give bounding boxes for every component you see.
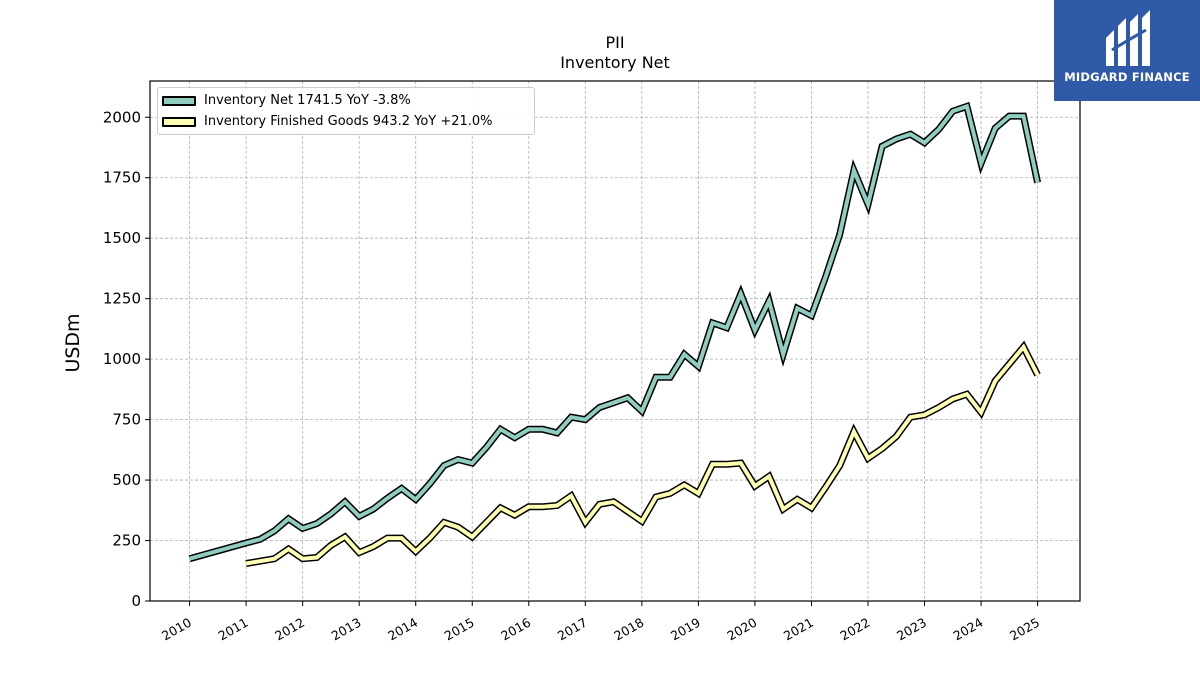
y-tick-label: 250 bbox=[112, 532, 141, 550]
legend: Inventory Net 1741.5 YoY -3.8% Inventory… bbox=[157, 87, 535, 135]
y-tick-label: 0 bbox=[131, 592, 141, 610]
legend-item-inventory-net: Inventory Net 1741.5 YoY -3.8% bbox=[158, 91, 536, 111]
legend-swatch-inventory-net bbox=[162, 96, 196, 106]
x-tick-label: 2018 bbox=[611, 615, 646, 644]
chart-subtitle: Inventory Net bbox=[560, 53, 670, 72]
chart-title: PII bbox=[605, 33, 625, 52]
series-layer bbox=[188, 101, 1042, 567]
y-tick-label: 1500 bbox=[103, 229, 141, 247]
y-tick-label: 500 bbox=[112, 471, 141, 489]
logo-mark-icon bbox=[1106, 10, 1150, 66]
y-tick-label: 2000 bbox=[103, 108, 141, 126]
plot-frame bbox=[149, 80, 1081, 602]
y-axis: 0 250 500 750 1000 1250 1500 1750 2000 bbox=[103, 108, 150, 610]
logo-text: MIDGARD FINANCE bbox=[1064, 70, 1190, 84]
series-outline-0 bbox=[188, 101, 1042, 563]
x-tick-label: 2013 bbox=[329, 615, 364, 644]
x-tick-label: 2019 bbox=[668, 615, 703, 644]
x-tick-label: 2020 bbox=[724, 615, 759, 644]
y-tick-label: 1250 bbox=[103, 290, 141, 308]
legend-item-finished-goods: Inventory Finished Goods 943.2 YoY +21.0… bbox=[158, 112, 536, 132]
x-tick-label: 2021 bbox=[781, 615, 816, 644]
series-line-1 bbox=[245, 343, 1040, 566]
legend-swatch-finished-goods bbox=[162, 117, 196, 127]
x-tick-label: 2015 bbox=[442, 615, 477, 644]
x-tick-label: 2011 bbox=[216, 615, 251, 644]
series-line-0 bbox=[189, 103, 1040, 561]
legend-label-inventory-net: Inventory Net 1741.5 YoY -3.8% bbox=[204, 93, 411, 108]
y-tick-label: 1750 bbox=[103, 169, 141, 187]
x-tick-label: 2022 bbox=[837, 615, 872, 644]
y-tick-label: 1000 bbox=[103, 350, 141, 368]
x-tick-label: 2010 bbox=[159, 615, 194, 644]
x-tick-label: 2024 bbox=[951, 615, 986, 644]
legend-label-finished-goods: Inventory Finished Goods 943.2 YoY +21.0… bbox=[204, 114, 493, 129]
x-tick-label: 2016 bbox=[498, 615, 533, 644]
x-tick-label: 2023 bbox=[894, 615, 929, 644]
x-tick-label: 2012 bbox=[272, 615, 307, 644]
x-tick-label: 2014 bbox=[385, 615, 420, 644]
x-axis: 2010 2011 2012 2013 2014 2015 2016 2017 2018 2019… bbox=[159, 601, 1042, 644]
grid-lines bbox=[150, 81, 1080, 602]
x-tick-label: 2017 bbox=[555, 615, 590, 644]
y-axis-label: USDm bbox=[62, 313, 84, 373]
x-tick-label: 2025 bbox=[1007, 615, 1042, 644]
brand-logo: MIDGARD FINANCE bbox=[1054, 0, 1200, 101]
y-tick-label: 750 bbox=[112, 411, 141, 429]
